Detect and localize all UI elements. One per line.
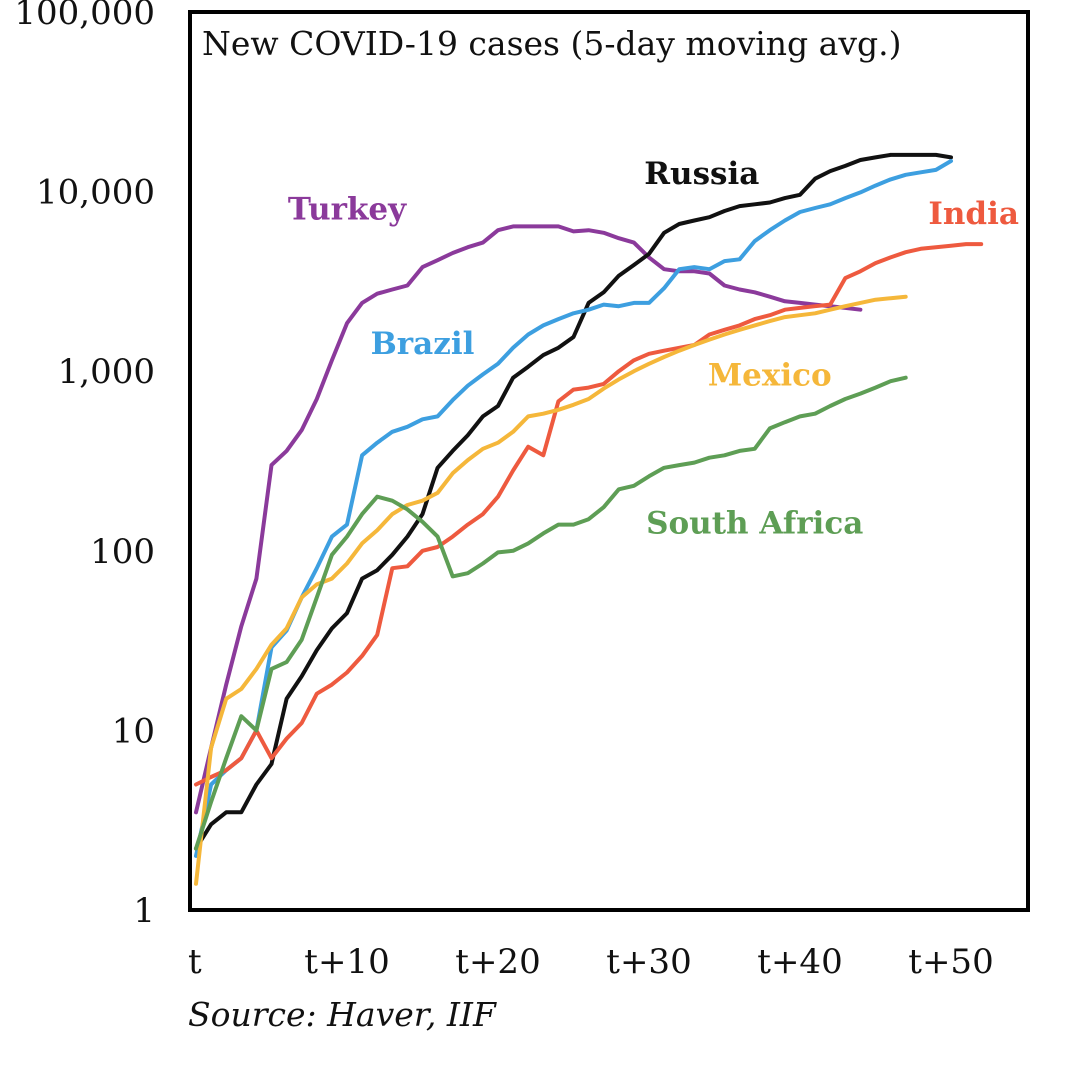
- series-line-turkey: [194, 224, 863, 815]
- y-tick-label: 1,000: [58, 352, 155, 392]
- series-label-south-africa: South Africa: [646, 505, 863, 541]
- series-label-india: India: [928, 196, 1019, 232]
- x-tick-label: t+20: [455, 942, 540, 982]
- x-tick-label: t+50: [908, 942, 993, 982]
- series-line-brazil: [194, 159, 953, 858]
- series-line-south-africa: [194, 375, 908, 851]
- y-tick-label: 100: [90, 532, 155, 572]
- y-tick-label: 10,000: [36, 173, 155, 213]
- x-axis-tick-labels: t t+10 t+20 t+30 t+40 t+50: [188, 942, 994, 982]
- series-label-mexico: Mexico: [708, 358, 832, 394]
- x-tick-label: t+10: [304, 942, 389, 982]
- x-tick-label: t+40: [757, 942, 842, 982]
- plot-frame: [188, 10, 1030, 912]
- series-line-mexico: [194, 294, 908, 886]
- y-tick-label: 100,000: [14, 0, 155, 33]
- series-line-india: [194, 242, 984, 787]
- chart-title: New COVID-19 cases (5-day moving avg.): [202, 24, 901, 63]
- y-tick-label: 1: [133, 891, 155, 931]
- series-label-brazil: Brazil: [371, 326, 475, 362]
- series-label-russia: Russia: [644, 156, 759, 192]
- y-axis-tick-labels: 1 10 100 1,000 10,000 100,000: [14, 0, 155, 931]
- series-labels: Turkey Russia Brazil India Mexico South Afric…: [288, 156, 1019, 541]
- x-tick-label: t: [188, 942, 202, 982]
- y-tick-label: 10: [112, 711, 155, 751]
- series-lines: [194, 152, 984, 886]
- series-line-russia: [194, 152, 953, 851]
- series-label-turkey: Turkey: [288, 191, 407, 227]
- x-tick-label: t+30: [606, 942, 691, 982]
- source-note: Source: Haver, IIF: [188, 995, 497, 1034]
